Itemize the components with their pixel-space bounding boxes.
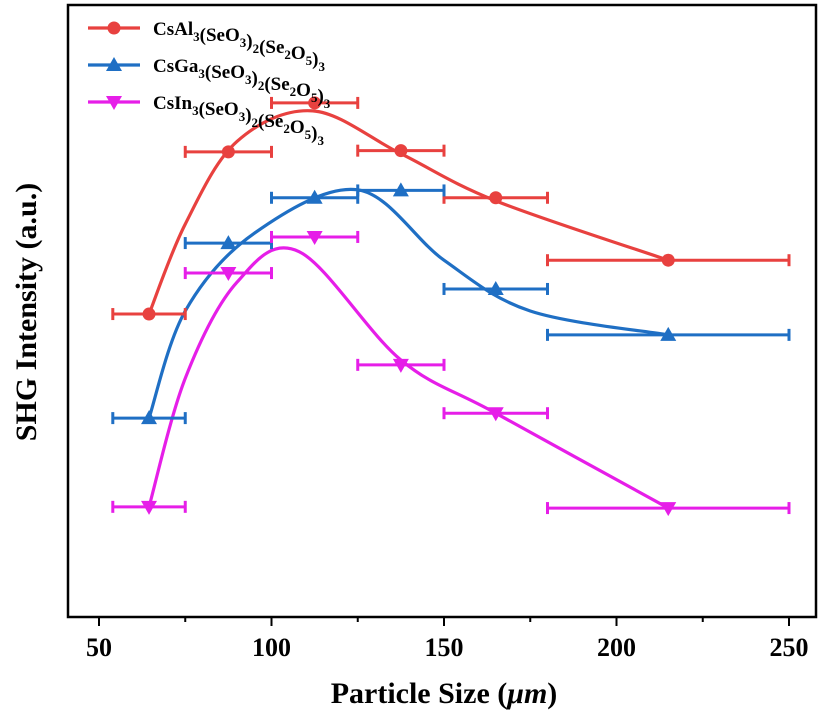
legend-label-text: (Se [264, 74, 289, 95]
legend-label-subscript: 5 [306, 53, 313, 68]
x-axis-title-unit: μm [505, 677, 547, 710]
data-point-csal3-seo3-2-se2o5-3 [221, 145, 235, 159]
legend-label-subscript: 5 [305, 127, 312, 142]
data-point-csga3-seo3-2-se2o5-3 [487, 280, 504, 295]
legend-label: CsGa3(SeO3)2(Se2O5)3 [153, 56, 331, 111]
data-point-csal3-seo3-2-se2o5-3 [661, 253, 675, 267]
data-point-csin3-seo3-2-se2o5-3 [141, 500, 158, 515]
legend-marker [107, 21, 121, 35]
legend-label-text: ) [317, 86, 323, 107]
data-point-csal3-seo3-2-se2o5-3 [308, 96, 322, 110]
data-point-csga3-seo3-2-se2o5-3 [220, 235, 237, 250]
legend-label-subscript: 2 [290, 84, 297, 99]
fit-curves [147, 109, 670, 510]
y-axis-title: SHG Intensity (a.u.) [10, 183, 43, 441]
data-point-csga3-seo3-2-se2o5-3 [306, 189, 323, 204]
plot-frame [66, 3, 818, 619]
data-point-csal3-seo3-2-se2o5-3 [489, 191, 503, 205]
x-axis-ticks: 50 100 150 200 250 [86, 617, 809, 662]
legend-label-subscript: 3 [198, 66, 205, 81]
legend-item-csin3-seo3-2-se2o5-3: CsIn3(SeO3)2(Se2O5)3 [88, 93, 324, 148]
fit-curve-csal3-seo3-2-se2o5-3 [147, 109, 670, 316]
x-tick-label: 150 [425, 633, 464, 662]
fit-curve-csga3-seo3-2-se2o5-3 [147, 187, 670, 420]
legend-marker [106, 96, 122, 110]
legend-label-text: CsIn [153, 93, 193, 114]
legend-label-subscript: 3 [193, 29, 200, 44]
x-tick-label: 200 [597, 633, 636, 662]
legend-label-text: O [290, 117, 305, 138]
legend-item-csga3-seo3-2-se2o5-3: CsGa3(SeO3)2(Se2O5)3 [88, 56, 331, 111]
legend-label-subscript: 3 [239, 109, 246, 124]
data-point-csin3-seo3-2-se2o5-3 [220, 267, 237, 282]
legend-label-text: ) [245, 105, 251, 126]
data-point-csin3-seo3-2-se2o5-3 [392, 358, 409, 373]
legend-label-subscript: 2 [253, 41, 260, 56]
legend-label-text: O [291, 43, 306, 64]
legend-label-subscript: 3 [324, 96, 331, 111]
fit-curve-csin3-seo3-2-se2o5-3 [147, 246, 670, 510]
legend-label-subscript: 3 [240, 35, 247, 50]
legend-label-text: ) [311, 123, 317, 144]
legend-label-subscript: 3 [192, 103, 199, 118]
data-point-csal3-seo3-2-se2o5-3 [394, 144, 408, 158]
legend-label-text: ) [252, 68, 258, 89]
x-axis-title-close: ) [547, 677, 557, 710]
legend-label-text: (SeO [200, 25, 240, 46]
x-axis-title: Particle Size (μm) [331, 677, 558, 710]
legend-label-subscript: 5 [311, 90, 318, 105]
error-bars [111, 96, 791, 515]
data-point-csal3-seo3-2-se2o5-3 [142, 307, 156, 321]
x-tick-label: 50 [86, 633, 112, 662]
data-point-csin3-seo3-2-se2o5-3 [487, 407, 504, 422]
x-tick-label: 250 [770, 633, 809, 662]
legend-label-subscript: 3 [319, 59, 326, 74]
data-point-csin3-seo3-2-se2o5-3 [306, 230, 323, 245]
legend-label-text: (SeO [205, 62, 245, 83]
legend-label-subscript: 3 [317, 133, 324, 148]
legend-label-subscript: 2 [252, 115, 259, 130]
legend: CsAl3(SeO3)2(Se2O5)3CsGa3(SeO3)2(Se2O5)3… [88, 19, 331, 148]
legend-marker [106, 57, 122, 71]
x-tick-label: 100 [252, 633, 291, 662]
data-point-csga3-seo3-2-se2o5-3 [660, 326, 677, 341]
legend-label: CsIn3(SeO3)2(Se2O5)3 [153, 93, 324, 148]
legend-label-text: ) [312, 49, 318, 70]
legend-label-text: CsGa [153, 56, 199, 77]
legend-label-text: CsAl [153, 19, 193, 40]
data-point-csga3-seo3-2-se2o5-3 [141, 410, 158, 425]
x-axis-title-text: Particle Size ( [331, 677, 508, 710]
data-markers [141, 96, 677, 517]
legend-label-text: O [296, 80, 311, 101]
data-point-csin3-seo3-2-se2o5-3 [660, 502, 677, 517]
legend-label-text: ) [246, 31, 252, 52]
legend-label-subscript: 3 [245, 72, 252, 87]
legend-label-subscript: 2 [284, 47, 291, 62]
legend-item-csal3-seo3-2-se2o5-3: CsAl3(SeO3)2(Se2O5)3 [88, 19, 326, 74]
legend-label-text: (Se [259, 37, 284, 58]
legend-label-subscript: 2 [283, 121, 290, 136]
legend-label-subscript: 2 [258, 78, 265, 93]
data-point-csga3-seo3-2-se2o5-3 [392, 182, 409, 197]
legend-label: CsAl3(SeO3)2(Se2O5)3 [153, 19, 326, 74]
legend-label-text: (Se [258, 111, 283, 132]
legend-label-text: (SeO [199, 99, 239, 120]
